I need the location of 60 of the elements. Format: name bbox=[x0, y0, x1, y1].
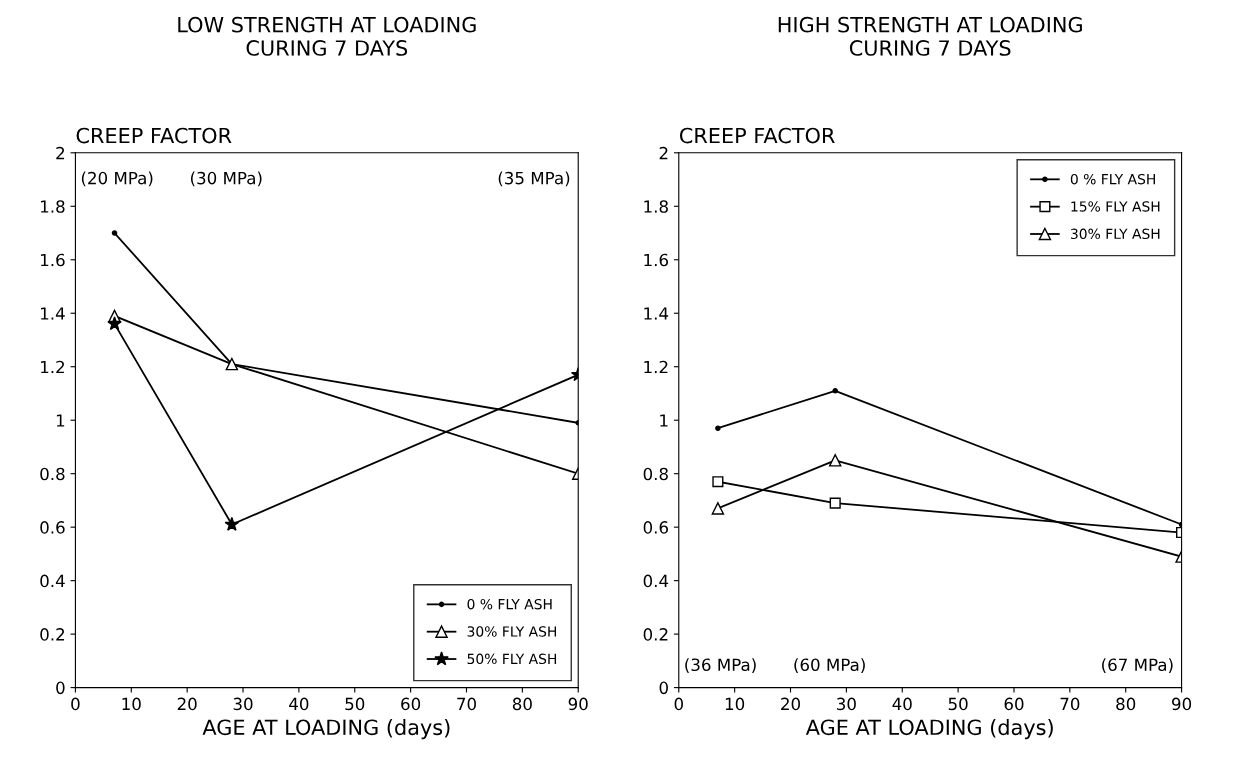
x-tick-label: 0 bbox=[71, 697, 80, 711]
x-tick-label: 70 bbox=[457, 697, 476, 711]
y-tick-label: 1.8 bbox=[41, 200, 65, 213]
y-tick-label: 1.2 bbox=[41, 360, 65, 374]
x-tick-label: 70 bbox=[1060, 697, 1080, 711]
y-axis-title: CREEP FACTOR bbox=[679, 127, 835, 144]
chart-title: LOW STRENGTH AT LOADING CURING 7 DAYS bbox=[178, 16, 476, 56]
x-tick-label: 40 bbox=[289, 697, 309, 711]
annotation: (35 MPa) bbox=[498, 171, 570, 187]
y-tick-label: 0.4 bbox=[40, 574, 65, 588]
x-tick-label: 90 bbox=[1172, 697, 1192, 711]
annotation: (20 MPa) bbox=[81, 171, 153, 187]
y-tick-label: 2 bbox=[56, 146, 65, 160]
y-tick-label: 0.8 bbox=[40, 467, 65, 481]
x-tick-label: 50 bbox=[345, 697, 365, 711]
annotation: (36 MPa) bbox=[685, 658, 756, 673]
y-tick-label: 0.6 bbox=[643, 521, 669, 534]
y-tick-label: 1 bbox=[660, 414, 668, 427]
x-axis-title: AGE AT LOADING (days) bbox=[202, 719, 450, 740]
x-tick-label: 80 bbox=[1116, 697, 1136, 711]
y-tick-label: 0.4 bbox=[643, 574, 669, 588]
annotation: (30 MPa) bbox=[190, 171, 262, 187]
y-tick-label: 1.8 bbox=[644, 200, 668, 213]
x-tick-label: 30 bbox=[837, 697, 856, 711]
legend-label: 0 % FLY ASH bbox=[467, 598, 552, 610]
x-tick-label: 50 bbox=[948, 697, 968, 711]
x-tick-label: 40 bbox=[892, 697, 912, 711]
y-axis-title: CREEP FACTOR bbox=[76, 127, 232, 144]
x-tick-label: 20 bbox=[781, 697, 801, 711]
legend-label: 50% FLY ASH bbox=[467, 653, 557, 665]
x-tick-label: 10 bbox=[725, 697, 745, 711]
x-tick-label: 60 bbox=[1004, 697, 1024, 711]
y-tick-label: 1.2 bbox=[644, 360, 668, 374]
x-tick-label: 10 bbox=[122, 697, 141, 711]
chart-title: HIGH STRENGTH AT LOADING CURING 7 DAYS bbox=[778, 16, 1082, 56]
legend-label: 30% FLY ASH bbox=[467, 626, 557, 637]
legend-label: 15% FLY ASH bbox=[1071, 201, 1160, 212]
annotation: (60 MPa) bbox=[794, 658, 865, 673]
x-tick-label: 0 bbox=[674, 697, 683, 711]
x-tick-label: 80 bbox=[512, 697, 532, 711]
y-tick-label: 1.4 bbox=[41, 307, 65, 320]
annotation: (67 MPa) bbox=[1102, 658, 1173, 673]
y-tick-label: 0 bbox=[56, 681, 65, 695]
x-tick-label: 90 bbox=[568, 697, 588, 711]
y-tick-label: 1.6 bbox=[41, 253, 65, 267]
y-tick-label: 0.8 bbox=[643, 467, 668, 481]
x-tick-label: 60 bbox=[401, 697, 421, 711]
x-tick-label: 20 bbox=[177, 697, 197, 711]
y-tick-label: 1.4 bbox=[644, 307, 669, 320]
y-tick-label: 1 bbox=[56, 414, 65, 427]
y-tick-label: 2 bbox=[659, 146, 668, 160]
legend-label: 30% FLY ASH bbox=[1070, 228, 1160, 240]
y-tick-label: 0.2 bbox=[40, 628, 65, 641]
x-tick-label: 30 bbox=[233, 697, 253, 711]
x-axis-title: AGE AT LOADING (days) bbox=[805, 719, 1053, 740]
y-tick-label: 0.2 bbox=[643, 628, 668, 641]
y-tick-label: 0.6 bbox=[40, 521, 65, 534]
y-tick-label: 1.6 bbox=[644, 253, 669, 267]
y-tick-label: 0 bbox=[659, 681, 668, 695]
legend-label: 0 % FLY ASH bbox=[1070, 173, 1155, 185]
